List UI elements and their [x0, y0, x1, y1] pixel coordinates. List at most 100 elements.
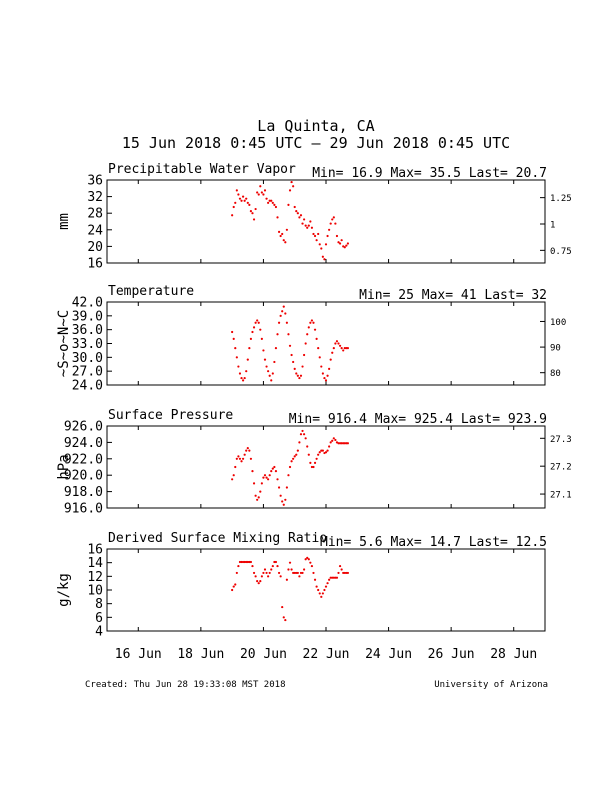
data-point: [243, 560, 246, 564]
data-point: [309, 561, 312, 564]
data-point: [267, 201, 270, 204]
data-point: [310, 564, 314, 568]
data-point: [268, 474, 271, 477]
right-tick-label: 27.3: [550, 435, 572, 445]
data-point: [270, 568, 273, 571]
data-point: [259, 328, 262, 331]
data-point: [234, 347, 237, 350]
data-point: [337, 241, 340, 244]
data-point: [335, 340, 339, 343]
y-tick-label: 6: [95, 611, 103, 626]
data-point: [338, 242, 342, 245]
data-point: [343, 571, 346, 575]
data-point: [317, 232, 320, 236]
data-point: [270, 470, 273, 473]
right-tick-label: 90: [550, 344, 561, 354]
data-point: [268, 199, 271, 202]
y-axis-label: ~S~o~N~C: [56, 310, 72, 377]
data-point: [235, 189, 238, 192]
data-point: [345, 571, 348, 575]
data-point: [238, 560, 242, 564]
data-point: [249, 337, 253, 340]
data-point: [234, 465, 237, 469]
data-point: [304, 437, 307, 440]
data-point: [276, 564, 279, 568]
data-point: [279, 314, 282, 317]
data-point: [232, 337, 235, 340]
data-point: [262, 476, 265, 479]
data-point: [249, 457, 253, 460]
data-point: [343, 442, 346, 445]
right-tick-label: 27.2: [550, 463, 572, 473]
data-point: [260, 575, 263, 578]
data-point: [285, 321, 288, 324]
y-tick-label: 27.0: [72, 365, 103, 380]
y-tick-label: 922.0: [64, 452, 103, 467]
data-point: [321, 372, 324, 375]
data-point: [303, 353, 306, 357]
data-point: [276, 478, 279, 481]
data-point: [263, 358, 267, 361]
data-point: [318, 592, 321, 595]
data-point: [328, 445, 331, 448]
data-point: [303, 218, 306, 221]
data-point: [243, 376, 246, 380]
data-point: [256, 319, 259, 322]
data-point: [293, 205, 296, 209]
x-tick-label: 24 Jun: [365, 647, 412, 662]
data-point: [318, 243, 321, 246]
data-point: [243, 453, 246, 456]
data-point: [284, 312, 287, 315]
data-point: [321, 449, 324, 452]
data-point: [246, 560, 249, 564]
data-point: [306, 556, 309, 559]
data-point: [240, 560, 243, 564]
data-point: [342, 442, 345, 445]
data-point: [231, 330, 234, 334]
data-point: [310, 319, 314, 322]
data-point: [276, 216, 279, 219]
data-point: [320, 595, 323, 598]
data-point: [321, 592, 324, 595]
data-point: [296, 374, 299, 377]
data-point: [328, 228, 331, 231]
data-point: [301, 429, 304, 433]
data-point: [277, 230, 281, 233]
data-point: [288, 344, 292, 347]
data-point: [301, 571, 304, 575]
data-point: [301, 222, 304, 225]
panel-title: Surface Pressure: [108, 408, 233, 423]
data-point: [254, 207, 257, 211]
data-point: [265, 365, 268, 368]
data-point: [337, 571, 340, 575]
data-point: [340, 568, 343, 571]
data-point: [273, 465, 276, 469]
data-point: [345, 244, 348, 247]
data-point: [235, 356, 238, 359]
panel-stats: Min= 916.4 Max= 925.4 Last= 923.9: [289, 412, 547, 427]
data-point: [346, 242, 349, 245]
data-point: [346, 347, 349, 350]
data-point: [313, 328, 317, 331]
data-point: [238, 197, 242, 200]
data-point: [268, 571, 271, 575]
y-tick-label: 920.0: [64, 469, 103, 484]
x-axis-tick-labels: 16 Jun 18 Jun 20 Jun 22 Jun 24 Jun 26 Jun 28 J…: [115, 647, 537, 662]
data-point: [282, 503, 285, 506]
panel-stats: Min= 25 Max= 41 Last= 32: [359, 288, 547, 303]
data-point: [254, 321, 257, 324]
data-point: [268, 374, 271, 377]
data-point: [346, 571, 349, 575]
data-point: [287, 203, 290, 206]
right-tick-label: 80: [550, 369, 561, 379]
data-point: [273, 560, 276, 564]
data-point: [345, 442, 348, 445]
data-point: [323, 588, 326, 592]
data-point: [346, 442, 349, 445]
data-point: [251, 470, 254, 473]
data-point: [323, 258, 326, 261]
y-tick-label: 30.0: [72, 351, 103, 366]
data-point: [254, 575, 257, 578]
